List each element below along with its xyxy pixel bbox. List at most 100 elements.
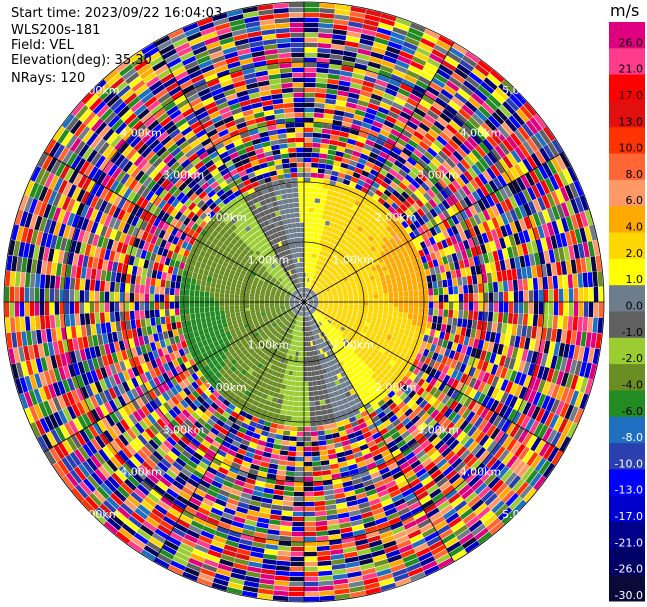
range-gate (169, 295, 175, 302)
range-gate (418, 122, 430, 133)
range-gate (328, 281, 333, 286)
range-gate (443, 294, 449, 302)
range-gate (211, 155, 222, 164)
range-gate (117, 105, 130, 118)
range-gate (142, 176, 153, 188)
range-gate (316, 218, 322, 224)
range-gate (277, 279, 282, 284)
range-gate (326, 253, 332, 259)
range-gate (204, 302, 210, 308)
range-gate (331, 288, 337, 292)
range-gate (279, 258, 284, 263)
range-gate (287, 198, 294, 204)
range-gate (190, 284, 196, 291)
range-gate (211, 320, 217, 327)
range-gate (547, 276, 554, 290)
range-gate (214, 142, 225, 151)
range-gate (371, 46, 386, 55)
range-gate (171, 274, 177, 282)
range-gate (163, 168, 174, 179)
range-gate (371, 231, 378, 239)
range-gate (438, 294, 444, 302)
range-gate (297, 283, 300, 288)
range-gate (338, 255, 344, 262)
range-gate (255, 116, 266, 124)
range-gate (289, 22, 304, 28)
range-gate (234, 305, 240, 310)
range-gate (410, 88, 424, 99)
range-gate (231, 245, 238, 252)
range-gate (286, 132, 296, 138)
range-gate (473, 213, 482, 225)
range-gate (383, 293, 389, 298)
range-gate (307, 283, 309, 288)
range-gate (239, 305, 245, 309)
range-gate (35, 273, 41, 288)
range-gate (359, 90, 372, 98)
range-gate (442, 127, 455, 139)
range-gate (246, 26, 261, 33)
range-gate (130, 204, 140, 216)
range-gate (510, 149, 522, 164)
range-gate (284, 279, 289, 284)
range-gate (157, 131, 169, 143)
range-gate (348, 87, 361, 95)
range-gate (236, 182, 245, 190)
range-gate (305, 267, 308, 273)
range-gate (198, 151, 209, 161)
range-gate (470, 265, 477, 276)
range-gate (502, 155, 514, 169)
range-gate (401, 129, 413, 139)
range-gate (304, 77, 316, 83)
range-gate (110, 98, 124, 111)
range-gate (551, 205, 561, 221)
range-gate (304, 117, 314, 123)
range-gate (530, 135, 543, 150)
range-gate (396, 155, 407, 165)
range-gate (441, 175, 452, 186)
range-gate (328, 297, 334, 300)
range-gate (153, 207, 162, 217)
range-gate (223, 217, 231, 225)
range-gate (436, 273, 442, 281)
range-gate (99, 158, 110, 172)
range-gate (350, 176, 359, 184)
range-gate (134, 84, 149, 96)
range-gate (44, 302, 50, 316)
range-gate (254, 267, 260, 272)
range-gate (235, 43, 250, 51)
range-gate (473, 293, 479, 302)
range-gate (318, 23, 334, 29)
range-gate (367, 220, 374, 228)
range-gate (368, 294, 374, 299)
range-gate (493, 281, 499, 293)
range-gate (411, 259, 418, 267)
range-gate (434, 250, 442, 259)
range-gate (74, 123, 87, 138)
range-gate (540, 179, 551, 195)
range-gate (310, 233, 315, 238)
range-gate (331, 212, 338, 218)
range-gate (141, 187, 151, 199)
range-gate (448, 139, 460, 150)
range-gate (270, 401, 277, 408)
range-gate (521, 123, 535, 138)
range-gate (9, 286, 15, 302)
range-gate (233, 252, 240, 259)
range-gate (306, 242, 311, 248)
range-gate (252, 197, 260, 204)
range-gate (154, 186, 165, 196)
range-gate (298, 197, 304, 203)
range-gate (62, 113, 75, 129)
range-gate (269, 223, 276, 229)
range-gate (247, 150, 257, 158)
range-gate (277, 199, 284, 206)
range-gate (213, 60, 227, 69)
range-gate (304, 267, 306, 272)
range-gate (106, 148, 118, 161)
range-gate (194, 302, 200, 308)
range-gate (304, 282, 306, 288)
range-gate (230, 309, 235, 314)
range-gate (512, 279, 519, 291)
range-gate (465, 267, 472, 277)
